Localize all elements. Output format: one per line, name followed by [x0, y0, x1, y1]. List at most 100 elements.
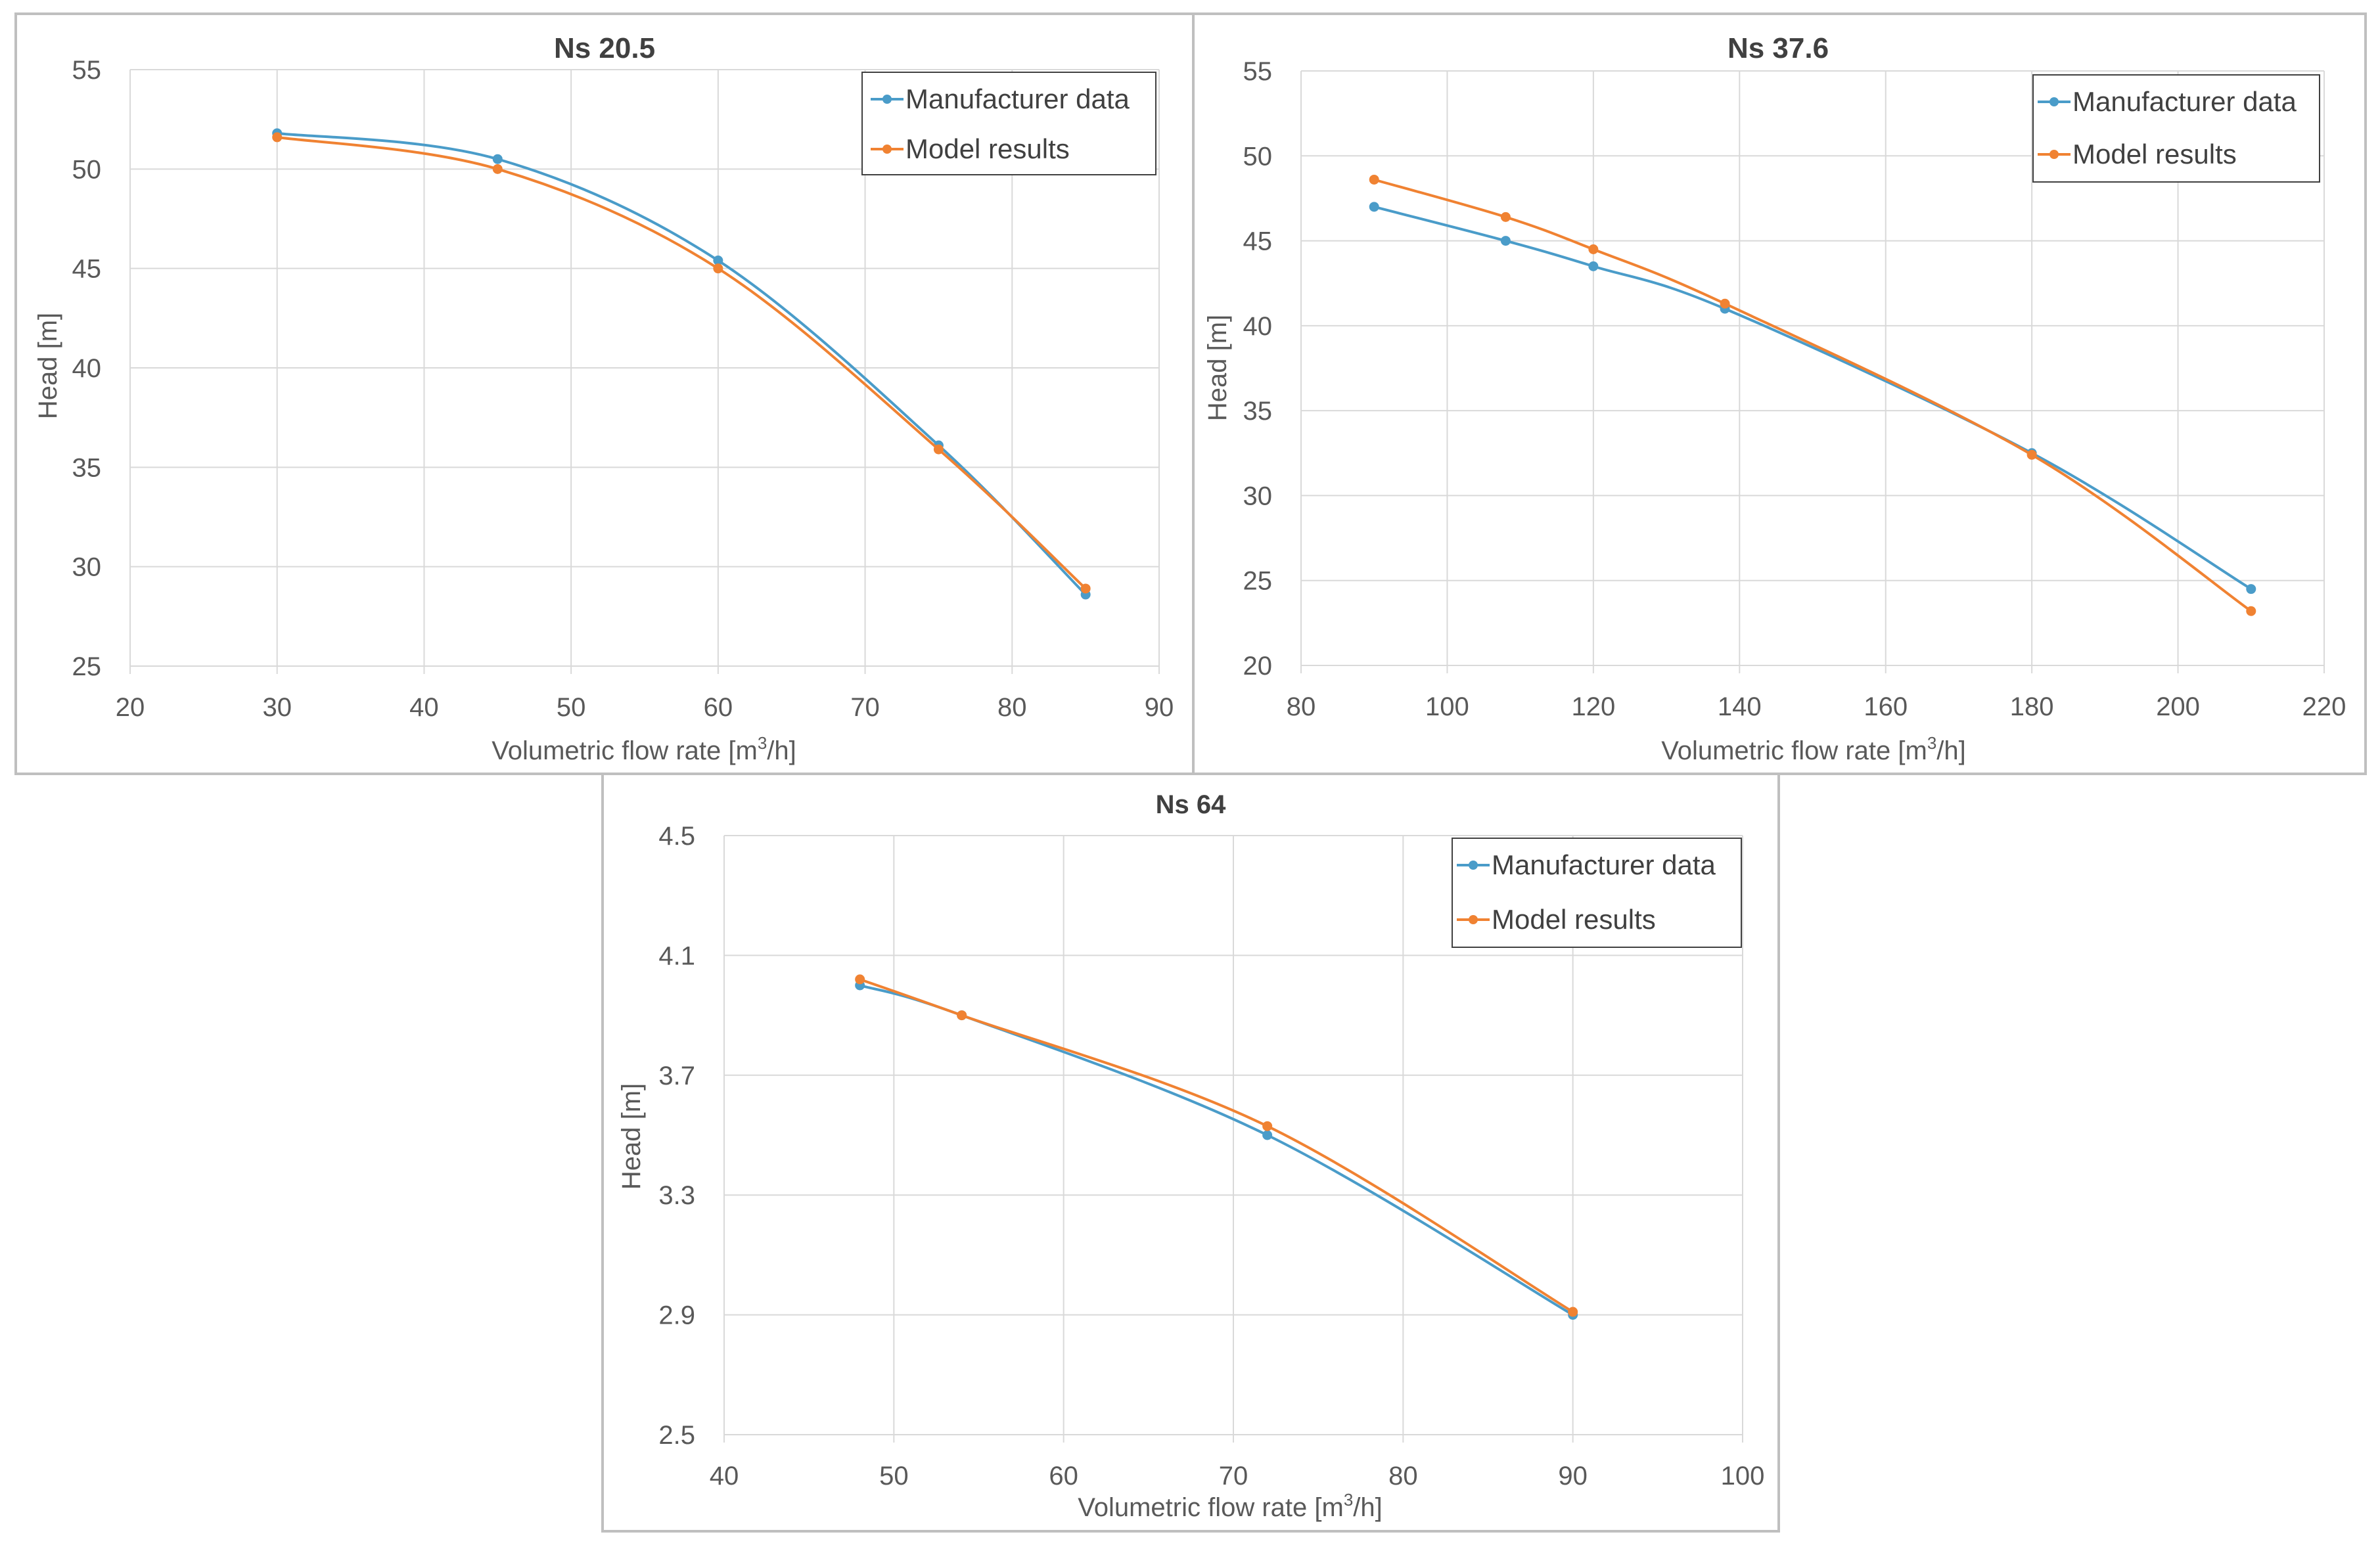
plot-series — [855, 974, 1578, 1320]
y-tick-label: 4.1 — [658, 941, 695, 970]
data-point-model — [1080, 583, 1091, 594]
y-tick-label: 3.3 — [658, 1181, 695, 1210]
y-axis-label: Head [m] — [1203, 315, 1232, 421]
data-point-model — [957, 1010, 967, 1021]
data-point-model — [1568, 1307, 1578, 1317]
data-point-manufacturer — [713, 256, 723, 266]
y-axis-label: Head [m] — [34, 313, 62, 419]
x-tick-label: 70 — [850, 693, 880, 722]
plot-series — [272, 128, 1091, 600]
data-point-model — [2246, 606, 2256, 616]
y-tick-labels: 20 25 30 35 40 45 50 55 — [1243, 57, 1273, 681]
x-tick-label: 70 — [1219, 1462, 1248, 1491]
y-tick-label: 30 — [72, 553, 102, 582]
chart-title: Ns 37.6 — [1728, 32, 1829, 64]
data-point-manufacturer — [1500, 236, 1511, 246]
legend-marker-manufacturer — [882, 95, 892, 104]
legend-marker-manufacturer — [1469, 861, 1478, 870]
y-axis-label: Head [m] — [617, 1083, 646, 1190]
x-tick-label: 90 — [1558, 1462, 1588, 1491]
y-tick-label: 35 — [72, 453, 102, 482]
y-tick-label: 45 — [72, 255, 102, 284]
legend-marker-model — [2049, 150, 2059, 159]
x-tick-label: 100 — [1425, 692, 1469, 721]
chart-title: Ns 20.5 — [554, 32, 655, 64]
data-point-manufacturer — [1588, 261, 1599, 271]
legend-box — [861, 72, 1156, 175]
data-point-model — [1720, 298, 1730, 309]
x-tick-label: 80 — [1388, 1462, 1418, 1491]
x-tick-label: 90 — [1145, 693, 1174, 722]
y-tick-label: 50 — [1243, 142, 1273, 171]
y-tick-label: 4.5 — [658, 822, 695, 851]
data-point-manufacturer — [1369, 202, 1379, 212]
data-point-model — [2026, 449, 2037, 460]
legend-label-manufacturer: Manufacturer data — [2072, 86, 2297, 117]
legend-marker-model — [882, 145, 892, 154]
x-tick-label: 60 — [1049, 1462, 1078, 1491]
y-tick-label: 20 — [1243, 652, 1273, 681]
y-tick-label: 40 — [72, 354, 102, 383]
x-tick-label: 180 — [2010, 692, 2054, 721]
x-tick-label: 20 — [116, 693, 145, 722]
x-axis-label: Volumetric flow rate [m3/h] — [1661, 733, 1966, 765]
series-line-model — [859, 977, 1574, 1313]
x-tick-label: 120 — [1571, 692, 1615, 721]
y-tick-label: 50 — [72, 155, 102, 184]
y-tick-label: 40 — [1243, 312, 1273, 341]
chart-title: Ns 64 — [1156, 790, 1226, 819]
x-tick-label: 220 — [2302, 692, 2346, 721]
legend-label-model: Model results — [905, 133, 1070, 164]
y-tick-label: 2.9 — [658, 1301, 695, 1330]
x-axis-label: Volumetric flow rate [m3/h] — [492, 733, 796, 765]
legend-label-manufacturer: Manufacturer data — [905, 83, 1130, 114]
y-tick-label: 55 — [1243, 57, 1273, 86]
gridlines — [723, 835, 1743, 1443]
x-tick-label: 100 — [1721, 1462, 1765, 1491]
y-tick-label: 25 — [72, 652, 102, 681]
data-point-model — [933, 444, 944, 455]
x-tick-label: 200 — [2156, 692, 2200, 721]
data-point-model — [272, 132, 283, 143]
legend: Manufacturer data Model results — [861, 72, 1156, 175]
data-point-model — [1369, 174, 1379, 185]
x-tick-label: 40 — [409, 693, 439, 722]
data-point-model — [1262, 1121, 1273, 1131]
legend: Manufacturer data Model results — [1452, 838, 1742, 948]
y-tick-label: 45 — [1243, 227, 1273, 256]
legend-box — [1452, 838, 1742, 948]
legend-marker-model — [1469, 915, 1478, 924]
x-tick-labels: 20 30 40 50 60 70 80 90 — [116, 693, 1174, 722]
y-tick-label: 25 — [1243, 567, 1273, 596]
y-tick-labels: 25 30 35 40 45 50 55 — [72, 56, 102, 681]
legend-label-manufacturer: Manufacturer data — [1492, 849, 1716, 880]
y-tick-labels: 2.5 2.9 3.3 3.7 4.1 4.5 — [658, 822, 695, 1450]
x-axis-label: Volumetric flow rate [m3/h] — [1078, 1490, 1383, 1522]
x-tick-label: 50 — [879, 1462, 909, 1491]
data-point-model — [855, 974, 865, 985]
y-tick-label: 30 — [1243, 482, 1273, 510]
data-point-manufacturer — [1262, 1130, 1273, 1140]
legend-box — [2032, 74, 2320, 183]
x-tick-label: 140 — [1718, 692, 1762, 721]
x-tick-label: 30 — [262, 693, 292, 722]
data-point-model — [713, 263, 723, 274]
y-tick-label: 35 — [1243, 397, 1273, 426]
data-point-model — [492, 164, 503, 174]
y-tick-label: 3.7 — [658, 1062, 695, 1090]
chart-ns-64: 2.5 2.9 3.3 3.7 4.1 4.5 40 50 60 70 80 90 100 Ns 64… — [601, 773, 1780, 1533]
chart-ns-37-6: 20 25 30 35 40 45 50 55 80 100 120 140 160 180 200 220… — [1192, 12, 2367, 775]
x-tick-label: 160 — [1864, 692, 1908, 721]
y-tick-label: 55 — [72, 56, 102, 85]
x-tick-labels: 40 50 60 70 80 90 100 — [710, 1462, 1765, 1491]
data-point-model — [1588, 244, 1599, 254]
x-tick-label: 80 — [997, 693, 1027, 722]
x-tick-labels: 80 100 120 140 160 180 200 220 — [1287, 692, 2346, 721]
x-tick-label: 60 — [704, 693, 733, 722]
data-point-model — [1500, 212, 1511, 222]
data-point-manufacturer — [492, 154, 503, 164]
legend-label-model: Model results — [2072, 139, 2237, 169]
